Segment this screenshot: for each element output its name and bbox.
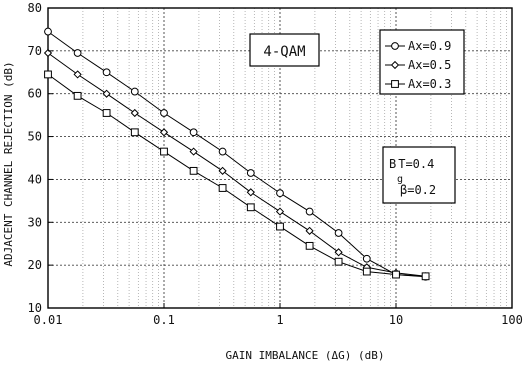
data-point-ax-0-9 (362, 254, 371, 263)
y-tick-label: 40 (28, 172, 42, 186)
param-subscript: g (397, 174, 403, 185)
data-point-ax-0-3 (362, 267, 371, 276)
y-tick-label: 50 (28, 130, 42, 144)
data-point-ax-0-3 (392, 270, 400, 279)
series-line-ax-0-9 (47, 31, 426, 278)
param-line-2: β=0.2 (400, 183, 436, 197)
data-point-ax-0-5 (305, 226, 314, 235)
data-point-ax-0-9 (334, 229, 343, 237)
data-point-ax-0-9 (305, 207, 314, 216)
legend-label-ax-0-3: Ax=0.3 (408, 77, 451, 91)
x-tick-label: 1 (276, 313, 283, 327)
data-point-ax-0-3 (73, 91, 82, 100)
data-point-ax-0-5 (218, 166, 227, 175)
x-tick-label: 100 (501, 313, 523, 327)
x-tick-label: 0.01 (34, 313, 63, 327)
data-point-ax-0-5 (159, 128, 169, 137)
data-point-ax-0-3 (44, 70, 52, 79)
data-point-ax-0-9 (189, 128, 198, 137)
series-line-ax-0-5 (47, 52, 426, 277)
y-tick-label: 80 (28, 1, 42, 15)
data-point-ax-0-9 (44, 27, 52, 36)
y-axis-label: ADJACENT CHANNEL REJECTION (dB) (2, 61, 15, 266)
data-point-ax-0-5 (189, 147, 198, 156)
y-tick-label: 70 (28, 44, 42, 58)
data-point-ax-0-3 (160, 147, 168, 156)
legend-marker-ax-0-5 (390, 60, 400, 70)
annotation-box: 4-QAM (249, 33, 320, 67)
data-point-ax-0-5 (334, 248, 343, 257)
data-point-ax-0-3 (334, 257, 343, 266)
y-tick-label: 10 (28, 301, 42, 315)
series-line-ax-0-3 (47, 73, 426, 277)
parameter-box: B T=0.4 g β=0.2 (382, 146, 456, 204)
tick-labels: 10 20 30 40 50 60 70 80 0.01 0.1 1 10 100 (28, 1, 523, 327)
data-point-ax-0-9 (102, 68, 111, 77)
param-line-1: B T=0.4 (389, 157, 434, 171)
y-tick-label: 30 (28, 215, 42, 229)
x-axis-label: GAIN IMBALANCE (ΔG) (dB) (226, 349, 385, 362)
data-point-ax-0-9 (160, 109, 168, 117)
data-point-ax-0-3 (276, 222, 284, 231)
legend-label-ax-0-5: Ax=0.5 (408, 58, 451, 72)
legend-label-ax-0-9: Ax=0.9 (408, 39, 451, 53)
data-point-ax-0-9 (276, 189, 284, 198)
data-point-ax-0-3 (102, 109, 111, 117)
data-point-ax-0-5 (275, 207, 285, 216)
data-point-ax-0-5 (130, 108, 139, 118)
legend-marker-ax-0-3 (391, 80, 399, 88)
data-point-ax-0-3 (246, 203, 255, 212)
data-point-ax-0-5 (102, 89, 111, 98)
annotation-text: 4-QAM (263, 44, 305, 60)
legend: Ax=0.9 Ax=0.5 Ax=0.3 (379, 29, 465, 95)
x-tick-label: 10 (389, 313, 403, 327)
y-tick-label: 20 (28, 258, 42, 272)
data-point-ax-0-3 (130, 128, 139, 137)
plot-area (43, 27, 430, 281)
x-tick-label: 0.1 (153, 313, 175, 327)
data-point-ax-0-3 (189, 166, 198, 175)
y-tick-label: 60 (28, 87, 42, 101)
data-point-ax-0-3 (218, 184, 227, 192)
data-point-ax-0-3 (305, 241, 314, 250)
legend-marker-ax-0-9 (391, 42, 399, 50)
data-point-ax-0-9 (73, 49, 82, 57)
data-point-ax-0-9 (130, 87, 139, 96)
data-point-ax-0-5 (73, 70, 82, 79)
data-point-ax-0-5 (246, 188, 255, 197)
data-point-ax-0-9 (246, 169, 255, 177)
data-point-ax-0-9 (218, 147, 227, 156)
data-point-ax-0-3 (421, 272, 430, 281)
